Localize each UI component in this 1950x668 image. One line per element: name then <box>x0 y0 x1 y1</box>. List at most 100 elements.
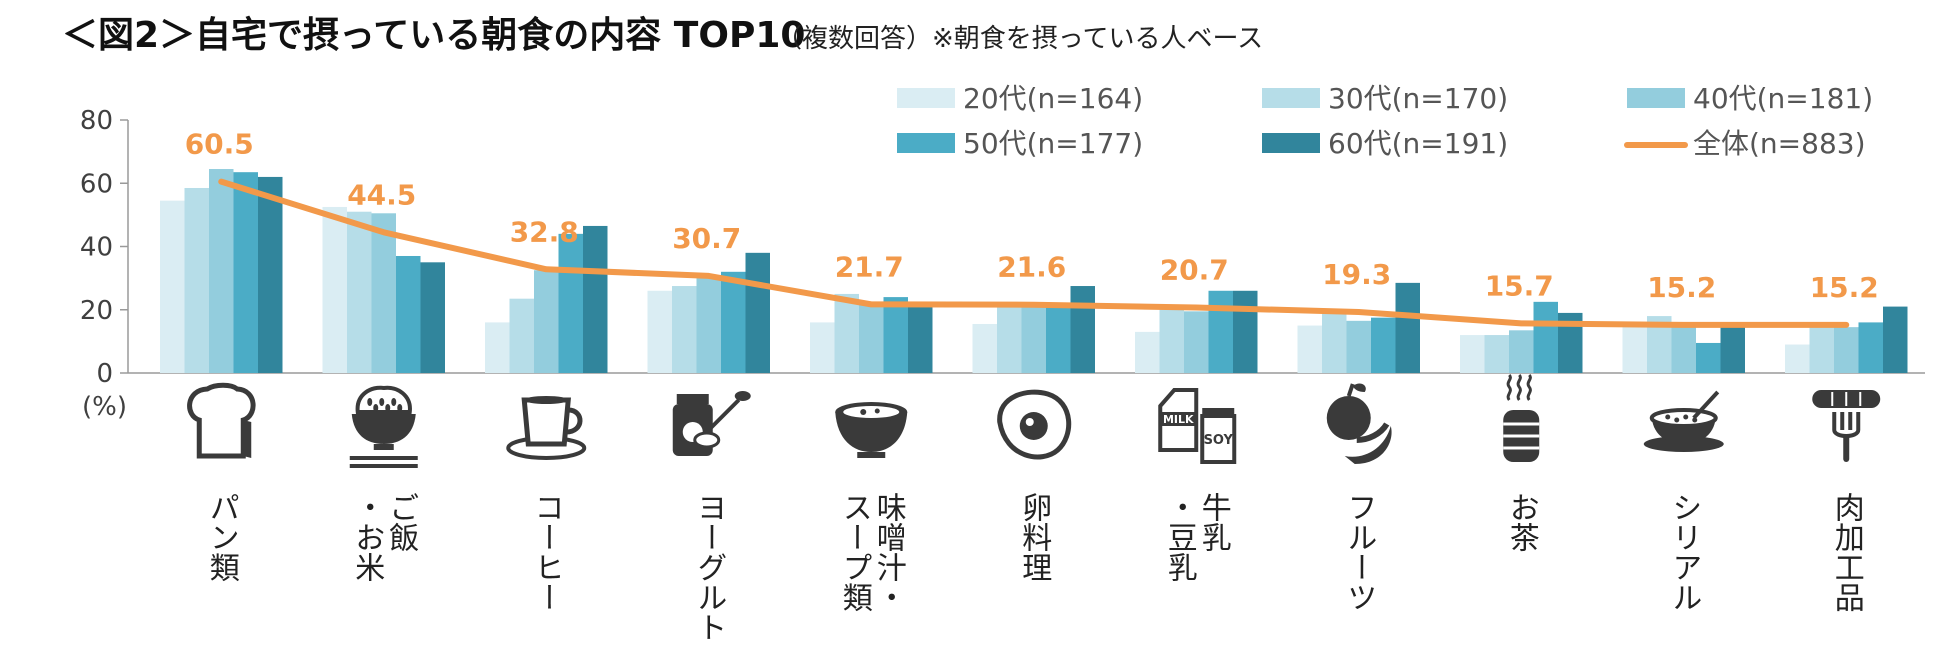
fruit-icon <box>1326 383 1392 464</box>
category-label: ご飯 <box>383 492 419 552</box>
bar <box>184 187 209 373</box>
bar <box>672 286 697 373</box>
bread-icon <box>187 382 256 459</box>
category-label: フルーツ <box>1341 492 1376 612</box>
fried-egg-icon <box>997 389 1072 460</box>
legend-swatch <box>1262 133 1320 153</box>
bar <box>420 262 445 373</box>
bar <box>1184 311 1209 373</box>
bar <box>1208 290 1233 373</box>
data-label: 15.2 <box>1647 271 1716 304</box>
bar <box>347 211 372 373</box>
bar <box>396 255 421 373</box>
soy-carton-text: SOY <box>1204 433 1234 448</box>
data-label: 21.7 <box>835 250 904 283</box>
legend-swatch <box>897 88 955 108</box>
bar <box>1233 290 1258 373</box>
data-label: 19.3 <box>1322 258 1391 291</box>
category-label: 味噌汁・ <box>871 492 906 612</box>
y-tick-label: 40 <box>80 233 113 263</box>
bar <box>1883 306 1908 373</box>
bar <box>810 322 835 373</box>
rice-bowl-icon <box>349 385 418 468</box>
bar <box>1671 323 1696 373</box>
category-label: ・お米 <box>349 492 384 582</box>
category-label: スープ類 <box>837 492 873 612</box>
sausage-icon <box>1812 390 1881 462</box>
bar <box>160 200 185 373</box>
tea-canister-icon <box>1503 373 1540 462</box>
overall-line <box>218 178 1850 328</box>
cereal-bowl-icon <box>1643 390 1724 452</box>
bar <box>1809 323 1834 373</box>
bar <box>834 293 859 373</box>
bar <box>696 276 721 373</box>
bar <box>583 225 608 373</box>
bar <box>647 290 672 373</box>
category-label: パン類 <box>204 492 240 582</box>
category-label: 卵料理 <box>1016 492 1052 582</box>
bar <box>1046 305 1071 373</box>
legend-label: 全体(n=883) <box>1693 127 1866 160</box>
data-labels: 60.5 44.5 32.8 30.7 21.7 21.6 20.7 19.3 15.7 15.2… <box>185 128 1879 304</box>
bar <box>209 169 234 373</box>
data-label: 32.8 <box>510 215 579 248</box>
bar <box>883 297 908 373</box>
bar <box>1858 322 1883 373</box>
category-label: 肉加工品 <box>1829 492 1865 612</box>
soup-bowl-icon <box>835 402 908 458</box>
bar <box>1159 308 1184 373</box>
legend-swatch <box>1262 88 1320 108</box>
bar <box>859 305 884 373</box>
milk-carton-icon: MILK SOY <box>1158 388 1237 464</box>
y-tick-label: 80 <box>80 106 113 136</box>
category-labels: パン類 ご飯・お米 コーヒー ヨーグルト 味噌汁・スープ類 卵料理 牛乳・豆乳 フルーツ お茶 シ… <box>204 492 1865 642</box>
bar <box>1622 325 1647 373</box>
coffee-cup-icon <box>506 396 587 460</box>
category-label: 牛乳 <box>1196 492 1231 552</box>
category-icons: MILK SOY <box>187 373 1881 468</box>
bar <box>1135 331 1160 373</box>
bar <box>1509 330 1534 373</box>
bar <box>972 323 997 373</box>
category-label: シリアル <box>1666 492 1701 612</box>
bar <box>1460 335 1485 373</box>
category-label: ・豆乳 <box>1162 492 1197 582</box>
bar <box>1021 306 1046 373</box>
bar <box>558 233 583 373</box>
bar <box>908 305 933 373</box>
bar <box>258 176 283 373</box>
bar <box>371 213 396 373</box>
legend-label: 20代(n=164) <box>963 82 1143 115</box>
data-label: 30.7 <box>672 222 741 255</box>
y-tick-label: 20 <box>80 296 113 326</box>
y-axis-unit-label: (%) <box>82 392 127 422</box>
milk-carton-text: MILK <box>1163 413 1194 426</box>
legend-swatch <box>897 133 955 153</box>
bar <box>233 172 258 373</box>
bar <box>1371 317 1396 373</box>
category-label: コーヒー <box>529 492 564 612</box>
y-tick-label: 0 <box>96 359 113 389</box>
data-label: 20.7 <box>1160 254 1229 287</box>
data-label: 44.5 <box>347 178 416 211</box>
legend-label: 50代(n=177) <box>963 127 1143 160</box>
bar <box>721 271 746 373</box>
bar <box>534 270 559 373</box>
legend-swatch <box>1627 88 1685 108</box>
bar <box>1395 282 1420 373</box>
bar <box>1834 327 1859 373</box>
bar <box>485 322 510 373</box>
legend-label: 40代(n=181) <box>1693 82 1873 115</box>
data-label: 15.2 <box>1810 271 1879 304</box>
legend-label: 30代(n=170) <box>1328 82 1508 115</box>
bar <box>1070 286 1095 373</box>
bar <box>997 305 1022 373</box>
data-label: 21.6 <box>997 251 1066 284</box>
chart-subtitle: （複数回答）※朝食を摂っている人ベース <box>776 24 1263 54</box>
overall-series-line <box>218 178 1850 328</box>
chart-title: ＜図2＞自宅で摂っている朝食の内容 TOP10 <box>62 14 805 56</box>
y-tick-label: 60 <box>80 169 113 199</box>
bar <box>1720 325 1745 373</box>
